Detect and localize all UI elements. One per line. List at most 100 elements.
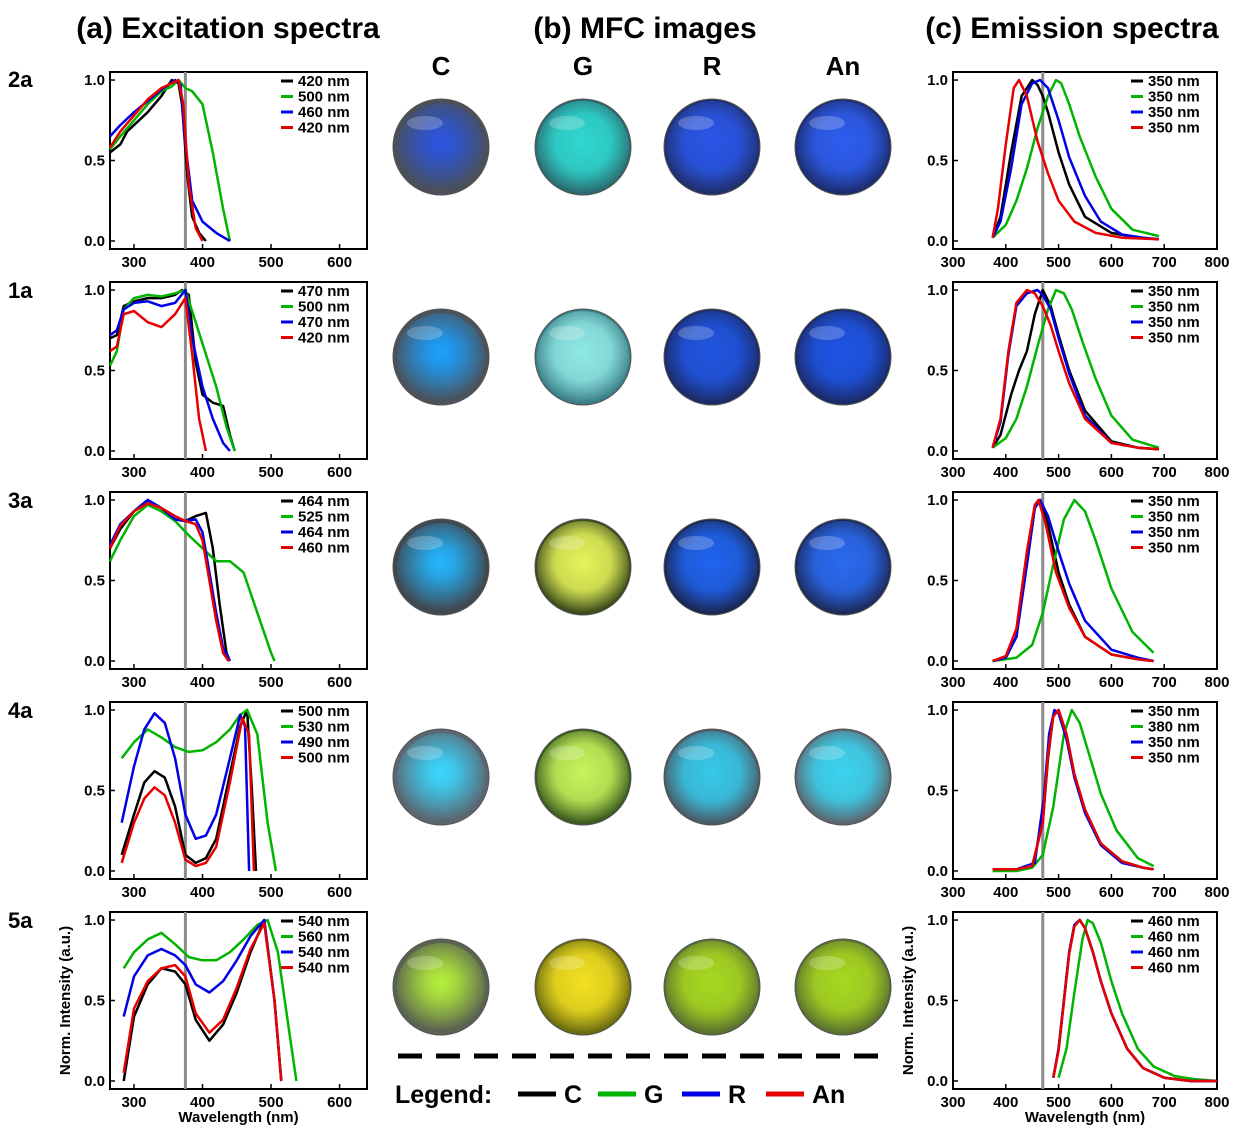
- x-tick-label: 400: [190, 464, 215, 481]
- x-tick-label: 700: [1152, 464, 1177, 481]
- x-tick-label: 700: [1152, 254, 1177, 271]
- x-tick-label: 400: [993, 884, 1018, 901]
- x-tick-label: 300: [121, 884, 146, 901]
- legend-item-an: An: [812, 1081, 845, 1109]
- emission-header: (c) Emission spectra: [925, 12, 1219, 45]
- mfc-highlight: [549, 326, 585, 340]
- mfc-image-3a-r: [663, 518, 761, 616]
- mfc-image-1a-g: [534, 308, 632, 406]
- legend-label: 350 nm: [1148, 283, 1200, 300]
- y-tick-label: 1.0: [84, 282, 105, 299]
- legend-label: 540 nm: [298, 960, 350, 977]
- y-tick-label: 1.0: [84, 72, 105, 89]
- legend-label: 500 nm: [298, 89, 350, 106]
- series-line-g: [992, 708, 1155, 873]
- legend-label: 460 nm: [1148, 913, 1200, 930]
- mfc-fluorescence: [397, 943, 485, 1031]
- y-tick-label: 0.5: [84, 153, 105, 170]
- mfc-image-2a-c: [392, 98, 490, 196]
- mfc-fluorescence: [666, 311, 758, 403]
- mfc-highlight: [678, 326, 714, 340]
- mfc-col-g: G: [573, 51, 593, 81]
- legend-label: 350 nm: [1148, 540, 1200, 557]
- series-line-an: [108, 502, 230, 662]
- mfc-header: (b) MFC images: [533, 12, 756, 45]
- legend-label: 470 nm: [298, 283, 350, 300]
- series-line-r: [108, 498, 232, 662]
- y-tick-label: 1.0: [84, 912, 105, 929]
- y-tick-label: 1.0: [927, 72, 948, 89]
- series-line-an: [120, 716, 256, 872]
- mfc-highlight: [549, 536, 585, 550]
- y-tick-label: 1.0: [84, 702, 105, 719]
- x-tick-label: 500: [1046, 254, 1071, 271]
- legend-label: 350 nm: [1148, 89, 1200, 106]
- x-tick-label: 600: [327, 674, 352, 691]
- mfc-image-2a-an: [794, 98, 892, 196]
- series-line-g: [108, 503, 276, 662]
- x-tick-label: 500: [1046, 884, 1071, 901]
- mfc-highlight: [407, 116, 443, 130]
- legend-label: 500 nm: [298, 299, 350, 316]
- row-label-2a: 2a: [8, 67, 33, 92]
- mfc-image-5a-an: [794, 938, 892, 1036]
- x-tick-label: 300: [121, 1094, 146, 1111]
- legend-label: 350 nm: [1148, 509, 1200, 526]
- legend-label: 350 nm: [1148, 750, 1200, 767]
- y-tick-label: 1.0: [927, 282, 948, 299]
- mfc-fluorescence: [666, 731, 758, 823]
- series-line-r: [992, 498, 1154, 663]
- x-tick-label: 300: [121, 674, 146, 691]
- y-tick-label: 1.0: [927, 702, 948, 719]
- mfc-fluorescence: [797, 941, 889, 1033]
- mfc-highlight: [678, 746, 714, 760]
- mfc-image-4a-c: [392, 728, 490, 826]
- mfc-col-c: C: [432, 51, 451, 81]
- y-tick-label: 0.5: [84, 993, 105, 1010]
- bottom-legend: Legend: C G R An: [395, 1081, 845, 1109]
- row-label-4a: 4a: [8, 698, 33, 723]
- series-line-r: [109, 78, 231, 243]
- x-tick-label: 300: [121, 464, 146, 481]
- x-tick-label: 300: [940, 1094, 965, 1111]
- mfc-fluorescence: [537, 521, 629, 613]
- x-tick-label: 500: [259, 1094, 284, 1111]
- mfc-fluorescence: [397, 733, 485, 821]
- mfc-fluorescence: [666, 521, 758, 613]
- x-tick-label: 600: [1099, 884, 1124, 901]
- series-line-an: [991, 78, 1159, 241]
- mfc-highlight: [809, 116, 845, 130]
- mfc-highlight: [678, 116, 714, 130]
- series-line-g: [991, 288, 1160, 449]
- series-line-r: [991, 288, 1159, 451]
- mfc-image-5a-g: [534, 938, 632, 1036]
- series-line-c: [122, 918, 283, 1082]
- series-line-r: [120, 712, 251, 872]
- mfc-fluorescence: [797, 521, 889, 613]
- legend-label: 530 nm: [298, 719, 350, 736]
- y-axis-label: Norm. Intensity (a.u.): [900, 926, 917, 1075]
- x-tick-label: 600: [327, 884, 352, 901]
- legend-label: 350 nm: [1148, 314, 1200, 331]
- x-tick-label: 400: [190, 254, 215, 271]
- excitation-header: (a) Excitation spectra: [76, 12, 380, 45]
- y-tick-label: 0.0: [927, 863, 948, 880]
- mfc-image-grid: [392, 98, 892, 1036]
- series-line-an: [991, 288, 1159, 451]
- x-tick-label: 600: [1099, 674, 1124, 691]
- x-tick-label: 300: [940, 884, 965, 901]
- mfc-highlight: [549, 956, 585, 970]
- legend-label: 350 nm: [1148, 73, 1200, 90]
- row-label-1a: 1a: [8, 278, 33, 303]
- mfc-col-an: An: [826, 51, 861, 81]
- legend-label: 460 nm: [1148, 929, 1200, 946]
- mfc-highlight: [407, 956, 443, 970]
- x-tick-label: 700: [1152, 1094, 1177, 1111]
- y-tick-label: 0.0: [927, 233, 948, 250]
- mfc-highlight: [809, 536, 845, 550]
- x-tick-label: 400: [190, 674, 215, 691]
- legend-item-g: G: [644, 1081, 663, 1109]
- mfc-fluorescence: [537, 941, 629, 1033]
